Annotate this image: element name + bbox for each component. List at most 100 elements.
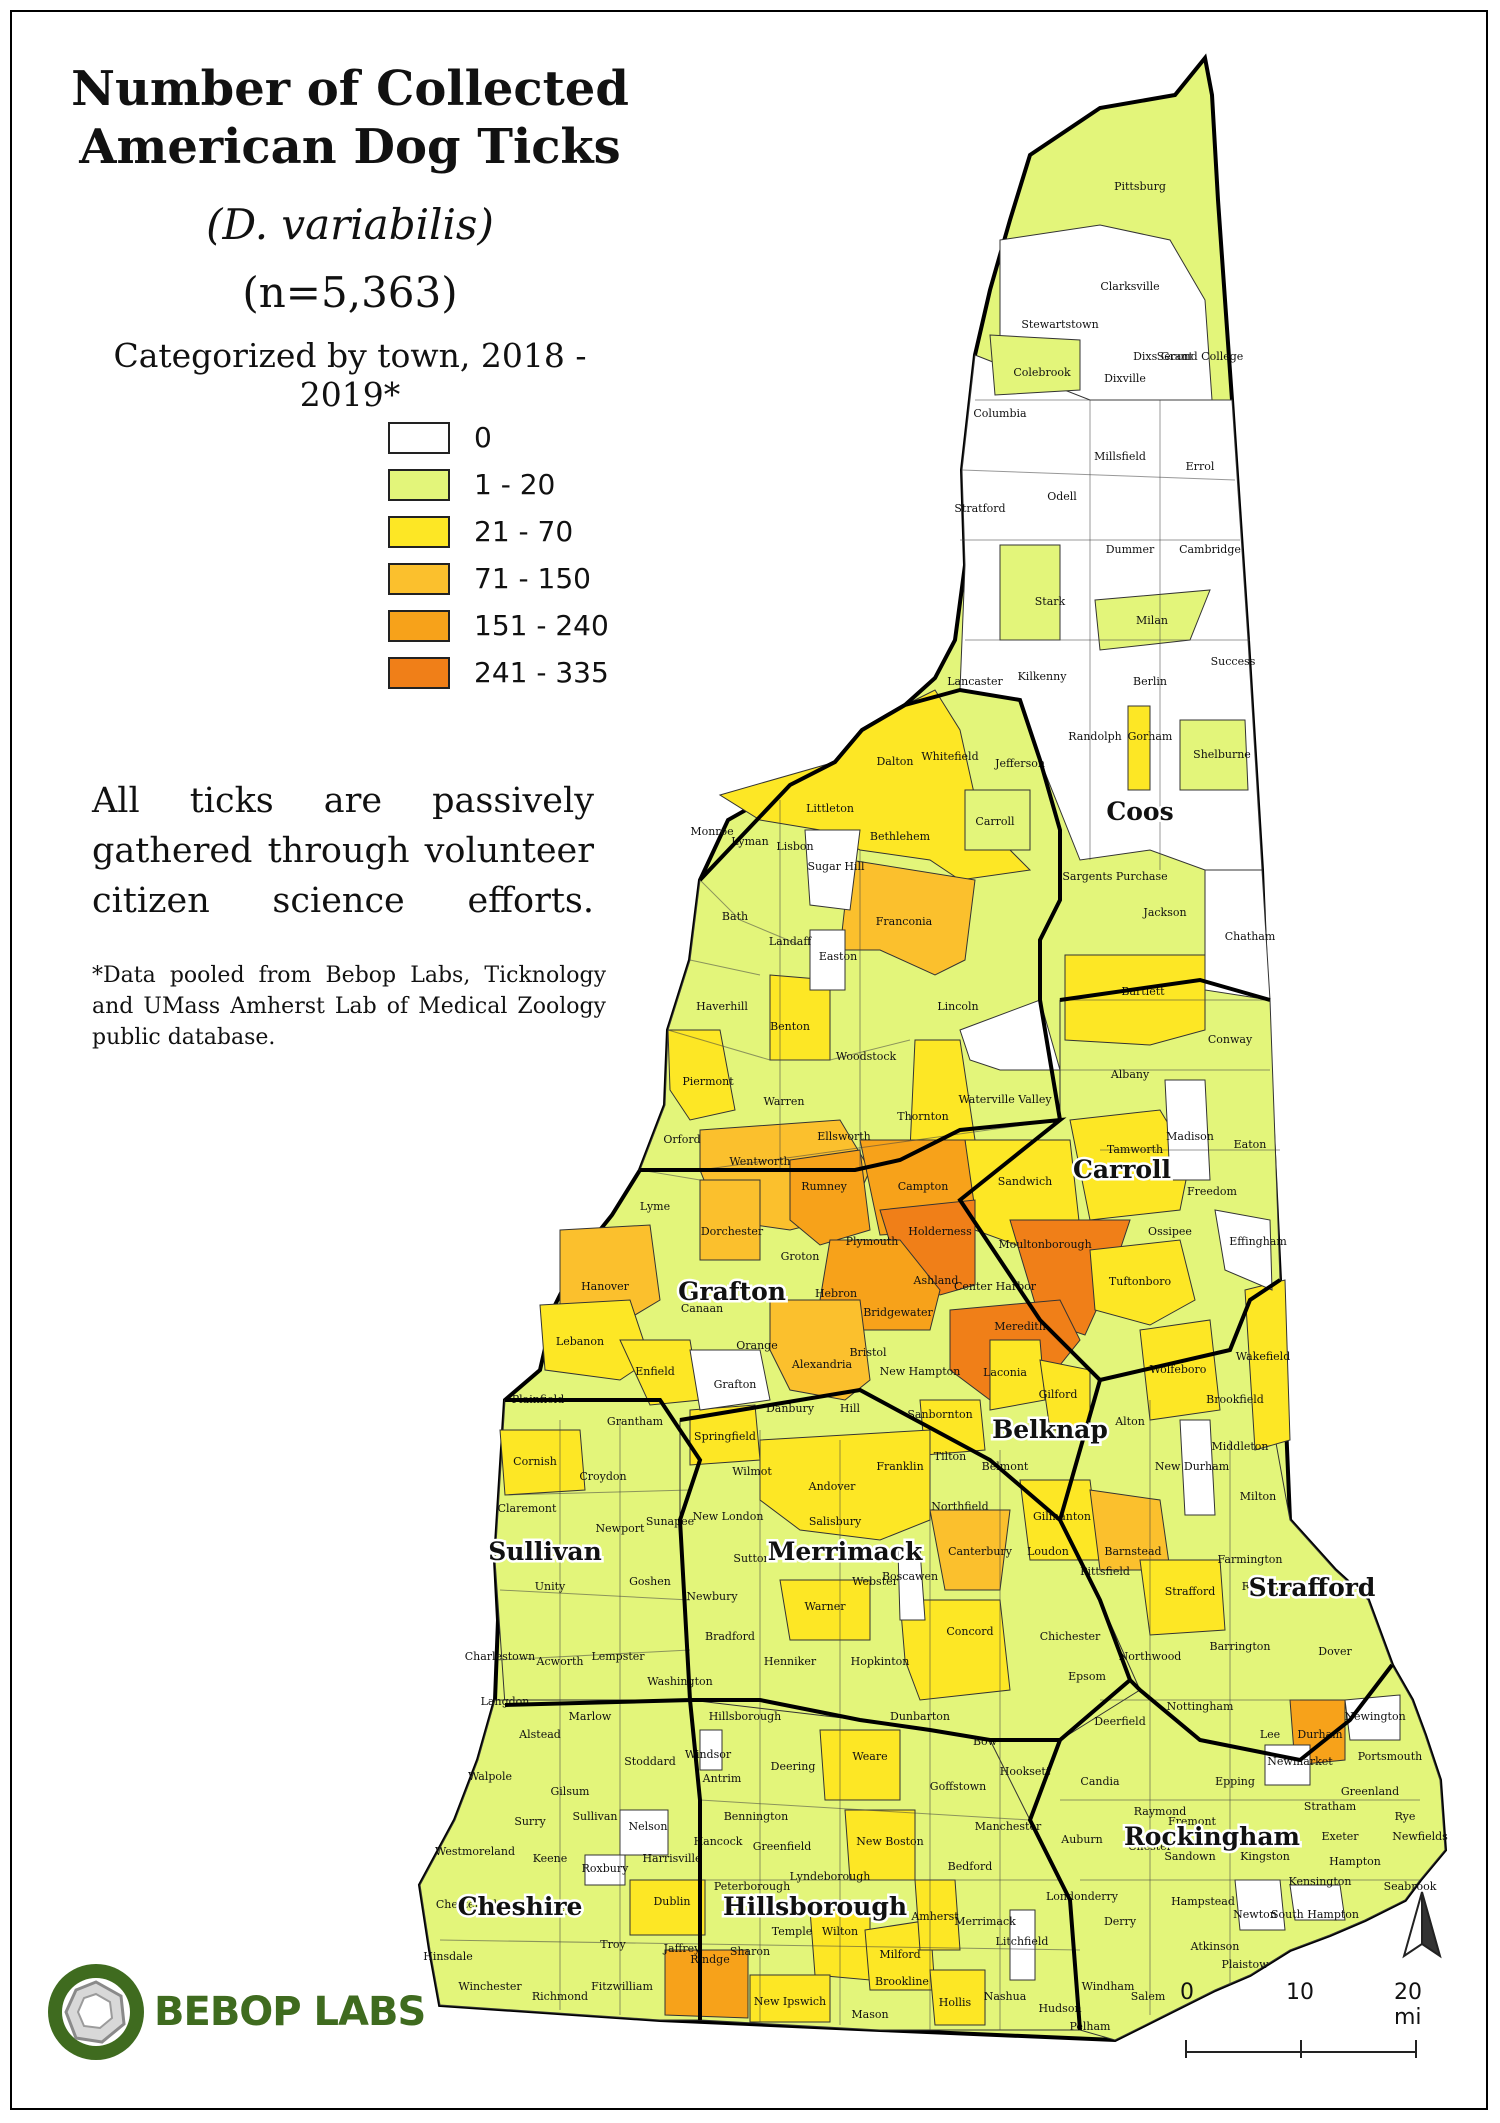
town-label: Nashua <box>984 1990 1027 2003</box>
town-label: Whitefield <box>921 750 978 763</box>
town-label: Jefferson <box>994 757 1045 770</box>
town-label: Conway <box>1208 1033 1253 1046</box>
town-region <box>629 1879 706 1936</box>
town-label: Tilton <box>934 1450 967 1463</box>
town-region <box>689 1349 771 1411</box>
town-label: Seabrook <box>1384 1880 1437 1893</box>
county-boundary <box>640 1117 1282 1383</box>
town-label: Webster <box>852 1575 899 1588</box>
town-label: Washington <box>647 1675 712 1688</box>
town-label: Andover <box>808 1480 856 1493</box>
town-label: Newport <box>596 1522 645 1535</box>
town-region <box>1089 1489 1171 1571</box>
legend-label: 241 - 335 <box>474 656 609 689</box>
town-label: Derry <box>1104 1915 1137 1928</box>
town-region <box>964 789 1031 851</box>
town-label: Warner <box>804 1600 846 1613</box>
town-label: Weare <box>852 1750 887 1763</box>
town-label: Hampstead <box>1171 1895 1235 1908</box>
town-label: Stark <box>1035 595 1066 608</box>
data-source-footnote: *Data pooled from Bebop Labs, Ticknology… <box>92 963 606 1050</box>
town-label: Surry <box>514 1815 546 1828</box>
town-label: Success <box>1211 655 1256 668</box>
town-label: Gilford <box>1039 1388 1078 1401</box>
town-label: Swanzey <box>521 1902 571 1915</box>
bebop-labs-logo: BEBOP LABS <box>44 1960 426 2064</box>
town-label: Kingston <box>1240 1850 1290 1863</box>
town-label: Durham <box>1297 1728 1343 1741</box>
town-label: Wilton <box>822 1925 858 1938</box>
town-label: Moultonborough <box>998 1238 1091 1251</box>
town-label: Stratham <box>1304 1800 1357 1813</box>
town-label: Monroe <box>690 825 733 838</box>
town-label: Cambridge <box>1179 543 1241 556</box>
town-label: Bridgewater <box>863 1306 933 1319</box>
town-label: Hudson <box>1038 2002 1081 2015</box>
town-label: Henniker <box>764 1655 817 1668</box>
town-label: Freedom <box>1187 1185 1238 1198</box>
town-label: Chatham <box>1225 930 1276 943</box>
town-label: Epping <box>1215 1775 1255 1788</box>
town-label: Manchester <box>975 1820 1042 1833</box>
town-region <box>1139 1319 1221 1421</box>
legend-label: 0 <box>474 421 492 454</box>
town-label: Hancock <box>694 1835 743 1848</box>
town-label: Bethlehem <box>870 830 931 843</box>
town-label: Benton <box>770 1020 810 1033</box>
town-label: Warren <box>763 1095 804 1108</box>
county-label: Strafford <box>1249 1573 1376 1602</box>
town-label: New London <box>693 1510 764 1523</box>
town-label: Fitzwilliam <box>591 1980 653 1993</box>
town-label: Tuftonboro <box>1109 1275 1172 1288</box>
county-label: Carroll <box>1073 1155 1171 1184</box>
town-label: Kensington <box>1289 1875 1352 1888</box>
legend-item: 151 - 240 <box>388 602 609 649</box>
town-label: Albany <box>1110 1068 1150 1081</box>
county-boundary <box>688 1699 702 2020</box>
town-label: Milford <box>879 1948 920 1961</box>
town-label: Ashland <box>913 1274 959 1287</box>
town-border <box>699 1799 1031 1821</box>
legend-item: 21 - 70 <box>388 508 609 555</box>
town-label: Carroll <box>975 815 1015 828</box>
county-label: Cheshire <box>458 1892 583 1921</box>
town-label: Dummer <box>1106 543 1155 556</box>
town-region <box>1139 1559 1226 1636</box>
town-label: Lyndeborough <box>790 1870 871 1883</box>
town-label: Millsfield <box>1094 450 1146 463</box>
town-label: Stewartstown <box>1021 318 1098 331</box>
town-label: Dublin <box>653 1895 690 1908</box>
town-label: Litchfield <box>996 1935 1049 1948</box>
legend-swatch <box>388 421 450 454</box>
town-label: Acworth <box>536 1655 584 1668</box>
town-label: Alstead <box>518 1728 561 1741</box>
town-label: Boscawen <box>882 1570 938 1583</box>
town-label: Northfield <box>931 1500 988 1513</box>
town-label: Eaton <box>1234 1138 1267 1151</box>
town-region <box>769 1299 871 1401</box>
town-region <box>1089 1239 1196 1326</box>
town-label: Piermont <box>682 1075 734 1088</box>
town-label: New Ipswich <box>754 1995 826 2008</box>
town-label: New Durham <box>1155 1460 1230 1473</box>
town-label: Danville <box>1195 1835 1241 1848</box>
town-label: Hooksett <box>1000 1765 1051 1778</box>
town-label: Sandwich <box>998 1175 1052 1188</box>
town-region <box>897 1549 926 1621</box>
town-label: Dalton <box>876 755 913 768</box>
town-label: Bradford <box>705 1630 755 1643</box>
town-label: Auburn <box>1060 1833 1103 1846</box>
town-label: Orange <box>736 1339 777 1352</box>
town-label: Nelson <box>628 1820 667 1833</box>
town-label: Chichester <box>1040 1630 1101 1643</box>
town-label: Tamworth <box>1107 1143 1163 1156</box>
town-region <box>1289 1884 1346 1921</box>
town-label: Errol <box>1186 460 1215 473</box>
town-label: Plaistow <box>1221 1958 1269 1971</box>
town-label: Unity <box>535 1580 566 1593</box>
town-label: Thornton <box>897 1110 949 1123</box>
town-label: Epsom <box>1068 1670 1106 1683</box>
town-label: Grafton <box>714 1378 757 1391</box>
town-label: Grantham <box>607 1415 664 1428</box>
town-label: New Hampton <box>880 1365 961 1378</box>
